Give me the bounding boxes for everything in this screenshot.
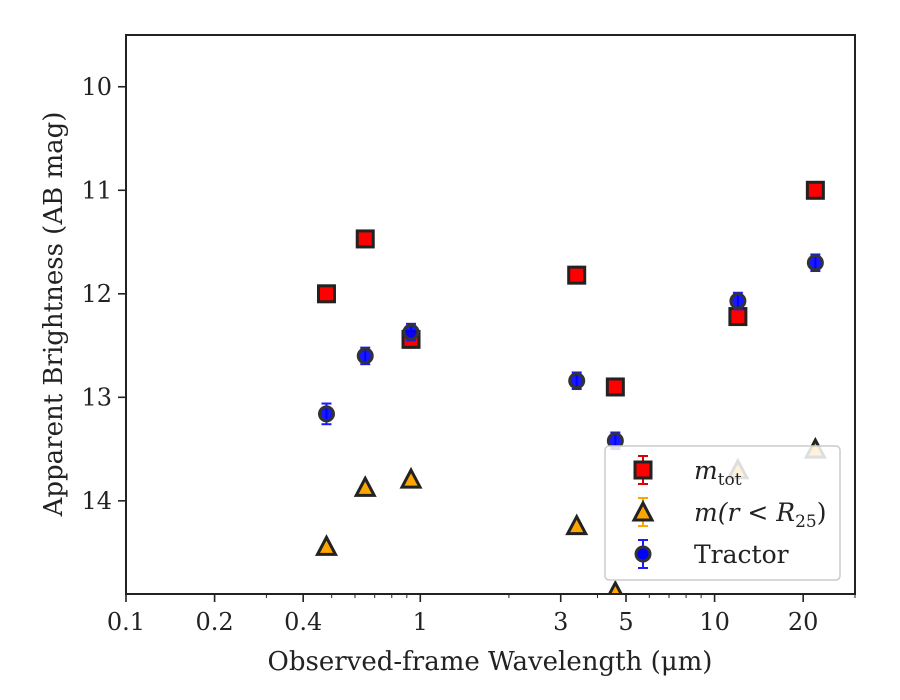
x-tick-label: 0.2 — [196, 608, 234, 636]
data-point — [402, 323, 420, 341]
y-tick-label: 12 — [81, 280, 112, 308]
data-point — [568, 372, 586, 390]
legend-label-subscript: 25 — [795, 512, 817, 532]
data-point — [353, 475, 377, 497]
legend: mtot m(r < R25) Tractor — [604, 445, 841, 581]
data-point — [317, 405, 335, 423]
legend-marker — [631, 499, 655, 522]
data-point — [805, 180, 825, 200]
legend-label: m(r < R25) — [694, 498, 826, 532]
legend-label: mtot — [694, 456, 742, 490]
data-point — [567, 265, 587, 285]
legend-label-main: m(r < R — [694, 498, 795, 527]
x-tick-label: 20 — [788, 608, 819, 636]
series-2 — [317, 253, 824, 451]
x-tick-label: 0.4 — [284, 608, 322, 636]
data-point — [728, 307, 748, 327]
series-0 — [316, 180, 825, 397]
legend-marker — [633, 460, 653, 480]
y-tick-label: 13 — [81, 383, 112, 411]
legend-label-subscript: tot — [718, 470, 742, 490]
plot-frame — [125, 34, 856, 595]
x-tick-label: 5 — [618, 608, 633, 636]
data-point — [399, 466, 423, 489]
data-point — [355, 229, 375, 249]
y-tick-label: 10 — [81, 73, 112, 101]
y-tick-label: 11 — [81, 176, 112, 204]
data-point — [806, 254, 824, 272]
x-tick-label: 3 — [553, 608, 568, 636]
data-point — [607, 579, 623, 594]
legend-label: Tractor — [694, 540, 789, 569]
data-point — [729, 292, 747, 310]
data-point — [316, 284, 336, 304]
y-axis: 10 11 12 13 14 — [81, 73, 126, 515]
x-tick-label: 10 — [699, 608, 730, 636]
legend-label-suffix: ) — [817, 498, 827, 527]
x-tick-label: 1 — [413, 608, 428, 636]
legend-box — [604, 445, 841, 581]
x-axis: 0.1 0.2 0.4 1 3 5 10 20 — [107, 594, 856, 636]
y-axis-title: Apparent Brightness (AB mag) — [39, 112, 69, 518]
y-tick-label: 14 — [81, 487, 112, 515]
data-point — [605, 377, 625, 397]
data-point — [314, 534, 338, 556]
data-point — [565, 513, 589, 536]
legend-label-main: m — [694, 456, 718, 485]
x-tick-label: 0.1 — [107, 608, 145, 636]
x-axis-title: Observed-frame Wavelength (μm) — [268, 647, 713, 677]
data-point — [356, 347, 374, 365]
legend-marker — [634, 545, 652, 563]
